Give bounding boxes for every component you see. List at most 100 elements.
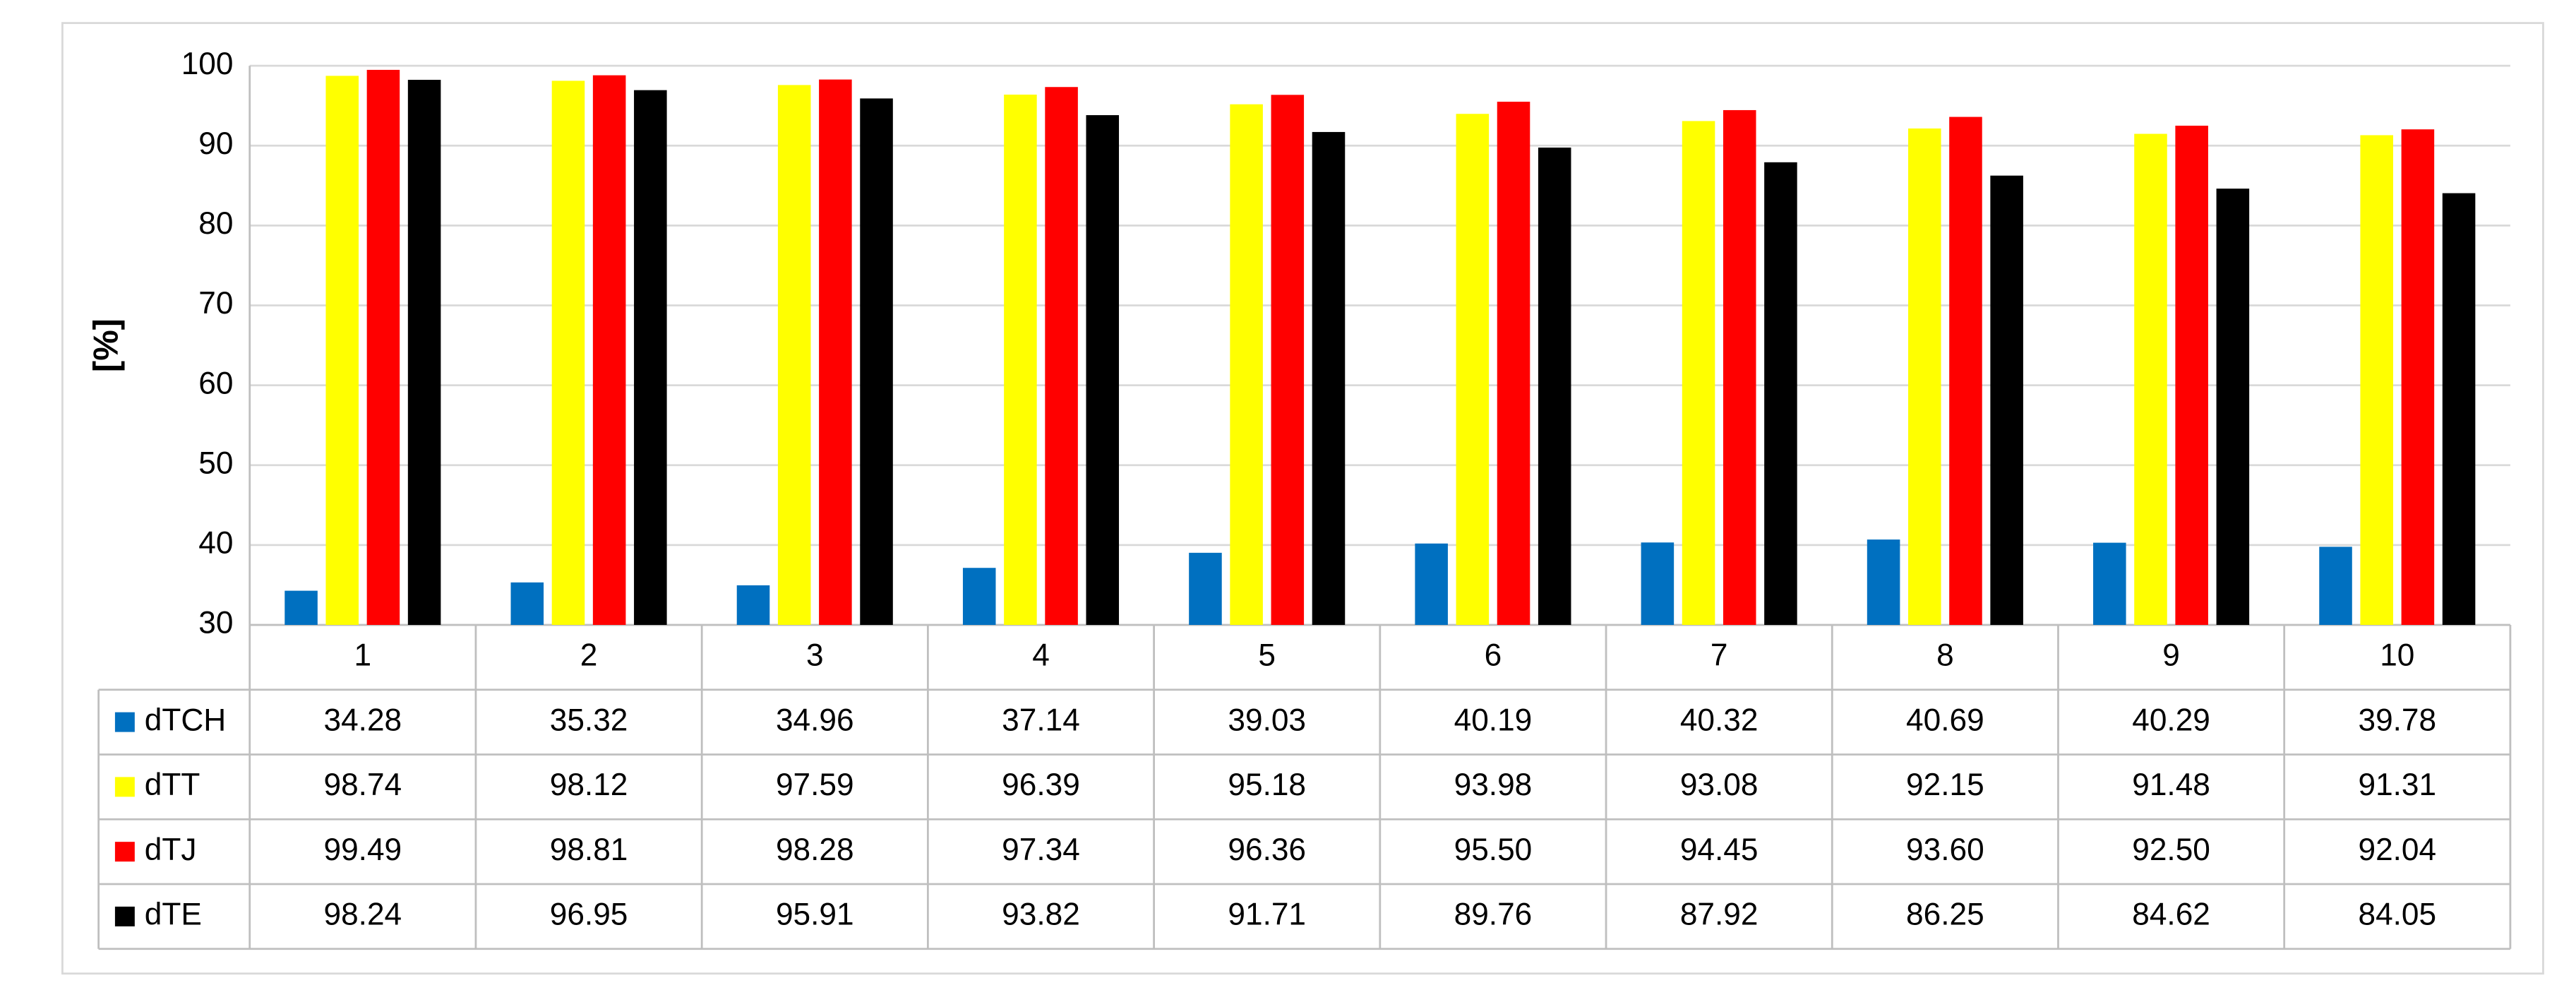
bar	[1764, 162, 1797, 625]
table-value: 93.60	[1906, 833, 1984, 867]
x-tick-label: 8	[1936, 638, 1954, 673]
x-tick-label: 9	[2162, 638, 2180, 673]
table-value: 98.24	[324, 897, 402, 932]
y-tick-label: 50	[198, 446, 233, 480]
table-value: 92.04	[2358, 833, 2436, 867]
table-value: 98.12	[550, 768, 628, 802]
table-value: 86.25	[1906, 897, 1984, 932]
table-value: 95.91	[776, 897, 854, 932]
table-value: 39.78	[2358, 703, 2436, 737]
table-value: 87.92	[1680, 897, 1759, 932]
table-value: 95.50	[1454, 833, 1533, 867]
table-value: 94.45	[1680, 833, 1759, 867]
table-value: 98.28	[776, 833, 854, 867]
table-value: 99.49	[324, 833, 402, 867]
bar	[860, 98, 893, 625]
bar	[510, 582, 544, 625]
bar	[284, 590, 318, 625]
bar	[1867, 539, 1900, 625]
x-tick-label: 4	[1032, 638, 1050, 673]
table-value: 35.32	[550, 703, 628, 737]
table-value: 96.36	[1228, 833, 1306, 867]
bar	[1949, 117, 1982, 625]
y-axis-label: [%]	[88, 318, 126, 372]
table-value: 91.31	[2358, 768, 2436, 802]
bar	[777, 85, 811, 625]
bar	[1990, 175, 2023, 625]
table-value: 40.69	[1906, 703, 1984, 737]
x-tick-label: 3	[806, 638, 824, 673]
legend-label: dTT	[145, 768, 200, 802]
bar	[366, 69, 400, 625]
bar	[1189, 552, 1222, 625]
bar	[1230, 104, 1263, 625]
legend-swatch	[114, 906, 135, 926]
legend-label: dTJ	[145, 833, 197, 867]
legend-swatch	[114, 712, 135, 732]
table-value: 97.34	[1002, 833, 1080, 867]
bar	[1271, 95, 1305, 625]
table-value: 98.74	[324, 768, 402, 802]
x-tick-label: 10	[2380, 638, 2414, 673]
bar	[1641, 542, 1675, 625]
table-value: 40.19	[1454, 703, 1533, 737]
x-tick-label: 2	[580, 638, 598, 673]
bar	[1538, 147, 1571, 625]
bar	[2360, 135, 2393, 625]
table-value: 39.03	[1228, 703, 1306, 737]
bar	[1682, 121, 1715, 625]
bar	[2442, 193, 2476, 625]
y-tick-label: 90	[198, 126, 233, 161]
legend-label: dTCH	[145, 703, 226, 737]
table-value: 96.95	[550, 897, 628, 932]
table-value: 84.05	[2358, 897, 2436, 932]
bar	[1908, 128, 1941, 625]
bar	[2134, 133, 2167, 625]
x-tick-label: 7	[1711, 638, 1728, 673]
y-tick-label: 40	[198, 526, 233, 561]
bar	[1723, 109, 1756, 625]
bar	[2093, 542, 2126, 625]
legend-swatch	[114, 777, 135, 797]
y-tick-label: 100	[181, 47, 234, 81]
bar	[2216, 189, 2250, 625]
bar	[1004, 94, 1037, 625]
table-value: 96.39	[1002, 768, 1080, 802]
bar	[592, 75, 626, 625]
bar	[736, 585, 770, 625]
bar	[1456, 114, 1490, 625]
x-tick-label: 5	[1258, 638, 1276, 673]
table-value: 40.29	[2132, 703, 2210, 737]
table-value: 40.32	[1680, 703, 1759, 737]
bar	[962, 568, 996, 625]
bar	[1045, 87, 1078, 625]
y-tick-label: 80	[198, 206, 233, 241]
table-value: 92.50	[2132, 833, 2210, 867]
table-value: 98.81	[550, 833, 628, 867]
y-tick-label: 30	[198, 606, 233, 640]
y-tick-label: 60	[198, 366, 233, 400]
bar	[1497, 102, 1530, 625]
table-value: 91.71	[1228, 897, 1306, 932]
table-value: 89.76	[1454, 897, 1533, 932]
bar	[407, 80, 441, 625]
y-tick-label: 70	[198, 286, 233, 321]
x-tick-label: 1	[354, 638, 372, 673]
table-value: 91.48	[2132, 768, 2210, 802]
table-value: 93.08	[1680, 768, 1759, 802]
table-value: 34.96	[776, 703, 854, 737]
bar	[1312, 131, 1346, 625]
table-value: 84.62	[2132, 897, 2210, 932]
legend-label: dTE	[145, 897, 202, 932]
bar	[1415, 543, 1448, 625]
bar	[2401, 129, 2435, 625]
table-value: 93.98	[1454, 768, 1533, 802]
legend-swatch	[114, 842, 135, 862]
bar	[325, 76, 359, 625]
bar	[1086, 115, 1120, 625]
x-tick-label: 6	[1485, 638, 1502, 673]
table-value: 95.18	[1228, 768, 1306, 802]
table-value: 37.14	[1002, 703, 1080, 737]
